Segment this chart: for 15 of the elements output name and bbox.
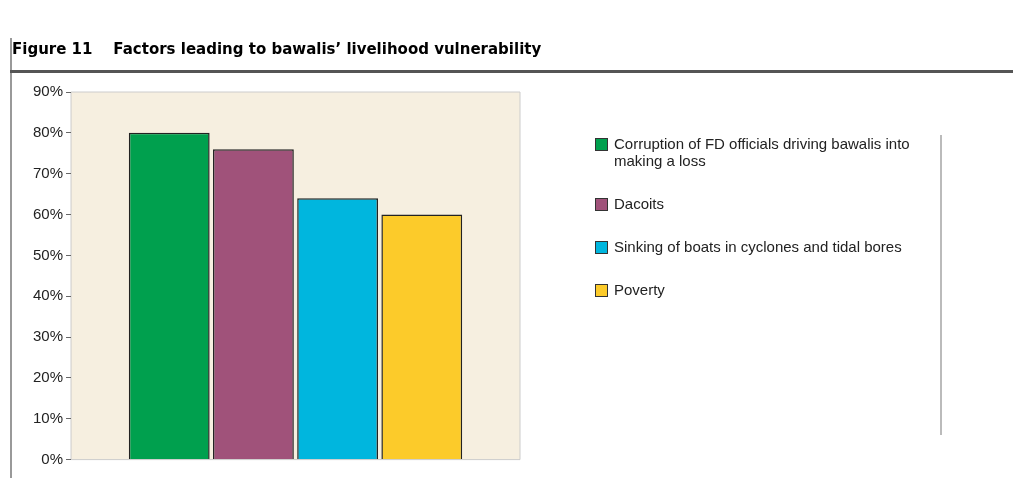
y-tick-label: 30% [32, 327, 64, 345]
y-tick-label: 0% [41, 449, 64, 467]
legend-label: Poverty [614, 281, 665, 298]
legend-label: Dacoits [614, 195, 665, 212]
y-tick-label: 10% [32, 408, 64, 426]
y-tick-label: 80% [32, 122, 64, 140]
legend-label: Corruption of FD officials driving bawalis into making a loss [614, 135, 911, 169]
chart-title: Figure 11 Factors leading to bawalis’ livelihood vulnerability [12, 40, 542, 58]
y-tick-label: 50% [32, 245, 64, 263]
y-tick-label: 20% [32, 368, 64, 386]
y-tick-label: 70% [32, 163, 64, 181]
y-tick-label: 90% [32, 82, 64, 100]
y-tick-label: 60% [32, 204, 64, 222]
y-tick-label: 40% [32, 286, 64, 304]
legend-label: Sinking of boats in cyclones and tidal bores [614, 238, 902, 255]
